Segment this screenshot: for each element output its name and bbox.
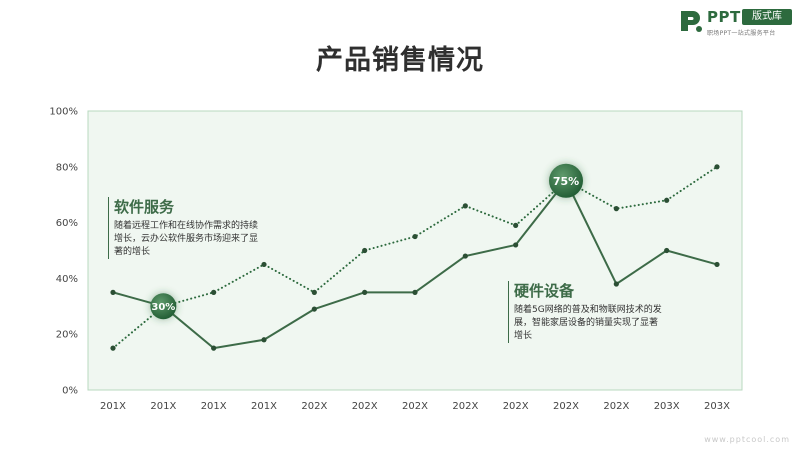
data-point-dotted [513, 222, 519, 228]
x-tick-label: 201X [201, 401, 227, 412]
x-tick-label: 201X [251, 401, 277, 412]
logo-brand-text: PPT [707, 8, 741, 26]
x-tick-label: 201X [100, 401, 126, 412]
y-tick-label: 40% [56, 274, 78, 285]
data-point-solid [412, 289, 418, 295]
x-tick-label: 202X [503, 401, 529, 412]
data-point-solid [110, 289, 116, 295]
annotation-hardware-title: 硬件设备 [514, 282, 575, 300]
data-point-solid [462, 253, 468, 259]
x-tick-label: 203X [654, 401, 680, 412]
highlight-bubble [150, 293, 177, 320]
highlight-label: 75% [553, 175, 579, 188]
data-point-solid [362, 289, 368, 295]
data-point-solid [714, 261, 720, 268]
x-tick-label: 202X [553, 401, 579, 412]
y-tick-label: 20% [56, 330, 78, 341]
highlight-group: 30% 75% [150, 163, 583, 320]
data-point-dotted [714, 164, 720, 170]
data-point-dotted [412, 233, 418, 240]
x-tick-label: 203X [704, 401, 730, 412]
x-tick-label: 202X [452, 401, 478, 412]
y-tick-label: 80% [56, 162, 78, 173]
y-axis-ticks: 0% 20% 40% 60% 80% 100% [49, 107, 78, 397]
data-point-dotted [462, 203, 468, 209]
y-tick-label: 100% [49, 107, 78, 118]
data-point-dotted [362, 247, 368, 254]
data-point-solid [261, 337, 267, 343]
data-point-solid [311, 306, 317, 312]
annotation-software-title: 软件服务 [114, 198, 175, 216]
watermark: www.pptcool.com [704, 435, 790, 444]
x-tick-label: 202X [352, 401, 378, 412]
data-point-dotted [261, 261, 267, 268]
data-point-solid [664, 247, 670, 254]
data-point-dotted [664, 197, 670, 203]
highlight-bubble [549, 163, 583, 198]
data-point-dotted [613, 206, 619, 212]
data-point-dotted [311, 289, 317, 295]
data-point-dotted [211, 289, 217, 295]
annotation-hardware-text: 随着5G网络的普及和物联网技术的发展，智能家居设备的销量实现了显著增长 [514, 305, 662, 341]
brand-logo: PPT 版式库 职场PPT一站式服务平台 [678, 8, 794, 38]
highlight-label: 30% [151, 302, 175, 313]
data-point-solid [613, 281, 619, 287]
annotation-software: 软件服务 随着远程工作和在线协作需求的持续增长，云办公软件服务市场迎来了显著的增… [108, 197, 264, 259]
annotation-software-text: 随着远程工作和在线协作需求的持续增长，云办公软件服务市场迎来了显著的增长 [114, 221, 259, 257]
page-title: 产品销售情况 [316, 45, 484, 76]
data-point-dotted [110, 345, 116, 351]
x-tick-label: 202X [402, 401, 428, 412]
logo-p-icon [681, 11, 702, 32]
y-tick-label: 0% [62, 386, 78, 397]
x-tick-label: 202X [603, 401, 629, 412]
data-point-solid [513, 242, 519, 248]
data-point-solid [211, 345, 217, 351]
x-axis-ticks: 201X 201X 201X 201X 202X 202X 202X 202X 202X 202X… [100, 401, 730, 412]
y-tick-label: 60% [56, 218, 78, 229]
logo-tagline: 职场PPT一站式服务平台 [707, 30, 776, 37]
plot-area [87, 110, 743, 391]
x-tick-label: 202X [301, 401, 327, 412]
logo-badge: 版式库 [742, 9, 792, 25]
x-tick-label: 201X [150, 401, 176, 412]
annotation-hardware: 硬件设备 随着5G网络的普及和物联网技术的发展，智能家居设备的销量实现了显著增长 [508, 281, 662, 343]
